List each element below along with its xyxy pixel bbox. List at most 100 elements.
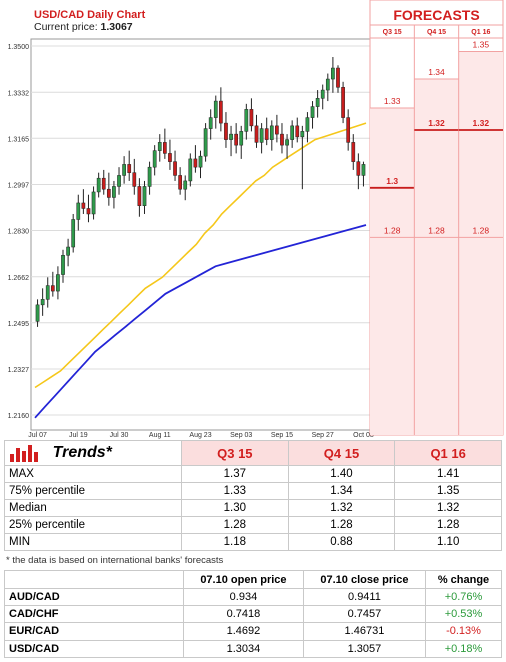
y-tick-label: 1.2495: [8, 321, 30, 328]
x-tick-label: Aug 23: [189, 432, 211, 439]
candle-body: [188, 158, 193, 182]
chart-title: USD/CAD Daily Chart: [34, 9, 146, 21]
percent-change: -0.13%: [425, 622, 502, 641]
candle-body: [219, 100, 223, 124]
candle-body: [229, 133, 233, 140]
trends-row-label: 25% percentile: [4, 516, 182, 534]
prices-header-close: 07.10 close price: [302, 570, 427, 589]
y-tick-label: 1.2160: [8, 413, 30, 420]
close-price: 1.3057: [302, 639, 427, 658]
trends-cell: 1.32: [287, 499, 396, 517]
forecast-range-fill: [370, 107, 415, 435]
prices-row-cadchf: CAD/CHF 0.7418 0.7457 +0.53%: [4, 605, 502, 624]
trends-row-75-percentile: 75% percentile 1.33 1.34 1.35: [4, 482, 502, 500]
forecast-col-label: Q1 16: [471, 29, 490, 36]
y-tick-label: 1.3332: [8, 90, 30, 97]
trends-cell: 1.18: [181, 533, 289, 551]
plot-frame: [30, 38, 371, 431]
percent-change: +0.53%: [425, 605, 502, 624]
x-tick-label: Jul 07: [28, 432, 47, 439]
candle-body: [66, 246, 70, 256]
forecast-col-label: Q3 15: [383, 29, 402, 36]
candle-body: [163, 142, 167, 154]
candle-body: [117, 175, 121, 187]
trends-cell: 1.32: [394, 499, 502, 517]
prices-header-blank: [4, 570, 184, 589]
candle-body: [178, 175, 182, 190]
candle-body: [336, 67, 340, 88]
trends-col-q4-15: Q4 15: [287, 440, 396, 466]
trends-cell: 1.40: [287, 465, 396, 483]
pair-label: USD/CAD: [4, 639, 184, 658]
x-tick-label: Jul 19: [69, 432, 88, 439]
forecast-level-label: 1.32: [428, 118, 445, 128]
y-tick-label: 1.2327: [8, 367, 30, 374]
candle-body: [208, 117, 213, 129]
pair-label: CAD/CHF: [4, 605, 184, 624]
trends-cell: 1.33: [181, 482, 289, 500]
trends-cell: 1.34: [287, 482, 396, 500]
trends-cell: 1.10: [394, 533, 502, 551]
prices-table: 07.10 open price 07.10 close price % cha…: [4, 570, 502, 658]
candle-body: [96, 177, 101, 193]
forecast-range-fill: [458, 51, 503, 436]
current-price-label: Current price:: [34, 21, 98, 33]
x-tick-label: Oct 08: [353, 432, 374, 439]
trends-cell: 1.35: [394, 482, 502, 500]
candle-body: [239, 131, 244, 146]
trends-row-25-percentile: 25% percentile 1.28 1.28 1.28: [4, 516, 502, 534]
candle-body: [35, 304, 40, 322]
trends-cell: 1.41: [394, 465, 502, 483]
candle-body: [203, 128, 208, 157]
candle-body: [280, 133, 284, 146]
trends-cell: 1.28: [287, 516, 396, 534]
trends-title-cell: Trends*: [4, 440, 182, 466]
forecast-level-label: 1.34: [428, 67, 445, 77]
forecast-level-label: 1.35: [473, 40, 490, 50]
prices-header-open: 07.10 open price: [183, 570, 304, 589]
candle-body: [315, 98, 320, 107]
candle-body: [285, 139, 289, 146]
chart-area: 1.3500 1.3332 1.3165 1.2997 1.2830 1.2662 1.24…: [8, 0, 504, 439]
chart-current-price: Current price: 1.3067: [34, 21, 133, 33]
prices-row-audcad: AUD/CAD 0.934 0.9411 +0.76%: [4, 587, 502, 607]
trends-row-label: MAX: [4, 465, 182, 483]
candle-body: [269, 125, 274, 140]
trends-row-label: MIN: [4, 533, 182, 551]
x-tick-label: Jul 30: [110, 432, 129, 439]
trends-row-min: MIN 1.18 0.88 1.10: [4, 533, 502, 551]
open-price: 0.7418: [183, 605, 304, 624]
candle-body: [147, 166, 152, 187]
candle-body: [198, 155, 203, 168]
forecast-title: FORECASTS: [393, 7, 479, 23]
candle-body: [310, 106, 315, 118]
open-price: 1.3034: [183, 639, 304, 658]
candle-body: [234, 133, 238, 146]
candle-body: [173, 161, 177, 176]
candle-body: [356, 161, 361, 176]
percent-change: +0.18%: [425, 639, 502, 658]
candle-body: [183, 180, 188, 190]
forecast-range-fill: [414, 79, 459, 436]
close-price: 1.46731: [302, 622, 427, 641]
trends-cell: 1.30: [181, 499, 289, 517]
close-price: 0.9411: [302, 587, 427, 607]
candle-body: [320, 89, 325, 99]
candle-body: [275, 125, 279, 135]
candle-body: [112, 186, 116, 198]
forecast-level-label: 1.33: [384, 96, 401, 106]
trends-cell: 1.37: [181, 465, 289, 483]
percent-change: +0.76%: [425, 587, 502, 607]
candle-body: [264, 128, 269, 140]
prices-row-eurcad: EUR/CAD 1.4692 1.46731 -0.13%: [4, 622, 502, 641]
forecast-level-label: 1.3: [386, 176, 398, 186]
candle-body: [61, 255, 65, 275]
trends-header-row: Trends* Q3 15 Q4 15 Q1 16: [4, 440, 502, 466]
prices-header-change: % change: [425, 570, 502, 589]
open-price: 1.4692: [183, 622, 304, 641]
moving-average-line-slow: [34, 224, 367, 419]
candle-body: [193, 158, 198, 168]
y-tick-label: 1.3165: [8, 136, 30, 143]
y-tick-label: 1.3500: [8, 44, 30, 51]
